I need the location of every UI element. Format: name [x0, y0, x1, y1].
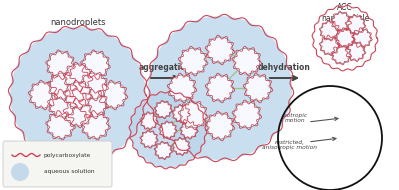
FancyBboxPatch shape: [3, 141, 112, 187]
Circle shape: [180, 102, 206, 128]
Text: aqueous solution: aqueous solution: [44, 169, 95, 174]
Text: aggregation: aggregation: [138, 63, 192, 72]
Circle shape: [245, 75, 271, 101]
Circle shape: [11, 163, 29, 181]
Circle shape: [49, 91, 75, 117]
Circle shape: [234, 48, 260, 74]
Circle shape: [321, 22, 339, 40]
Circle shape: [65, 64, 91, 90]
Text: polycarboxylate: polycarboxylate: [44, 153, 91, 158]
Circle shape: [155, 142, 171, 158]
Circle shape: [160, 122, 176, 138]
Circle shape: [141, 131, 157, 147]
Circle shape: [207, 37, 233, 63]
Text: nanodroplets: nanodroplets: [50, 18, 106, 27]
Circle shape: [169, 75, 195, 101]
Circle shape: [347, 42, 365, 60]
Circle shape: [207, 75, 233, 101]
Circle shape: [49, 73, 75, 99]
Circle shape: [336, 29, 354, 47]
Circle shape: [83, 112, 109, 138]
Circle shape: [173, 139, 189, 154]
Circle shape: [332, 12, 350, 30]
Text: isotropic
motion: isotropic motion: [282, 113, 308, 123]
Circle shape: [180, 48, 206, 74]
Circle shape: [141, 113, 157, 129]
Circle shape: [332, 46, 350, 64]
Circle shape: [173, 106, 189, 122]
Circle shape: [347, 16, 365, 34]
Circle shape: [81, 73, 107, 99]
Circle shape: [181, 122, 197, 138]
Circle shape: [47, 112, 73, 138]
Text: dehydration: dehydration: [258, 63, 310, 72]
Circle shape: [65, 82, 91, 108]
Text: restricted,
anisotropic motion: restricted, anisotropic motion: [263, 140, 318, 150]
Circle shape: [207, 113, 233, 139]
Circle shape: [81, 91, 107, 117]
Circle shape: [83, 52, 109, 78]
Circle shape: [155, 101, 171, 118]
Circle shape: [30, 82, 56, 108]
Circle shape: [130, 92, 206, 168]
Circle shape: [353, 29, 371, 47]
Circle shape: [100, 82, 126, 108]
Circle shape: [234, 102, 260, 128]
Circle shape: [65, 100, 91, 126]
Circle shape: [47, 52, 73, 78]
Circle shape: [148, 16, 292, 160]
Circle shape: [321, 36, 339, 54]
Text: ACC
nanoparticle: ACC nanoparticle: [321, 3, 369, 23]
Circle shape: [10, 27, 146, 163]
